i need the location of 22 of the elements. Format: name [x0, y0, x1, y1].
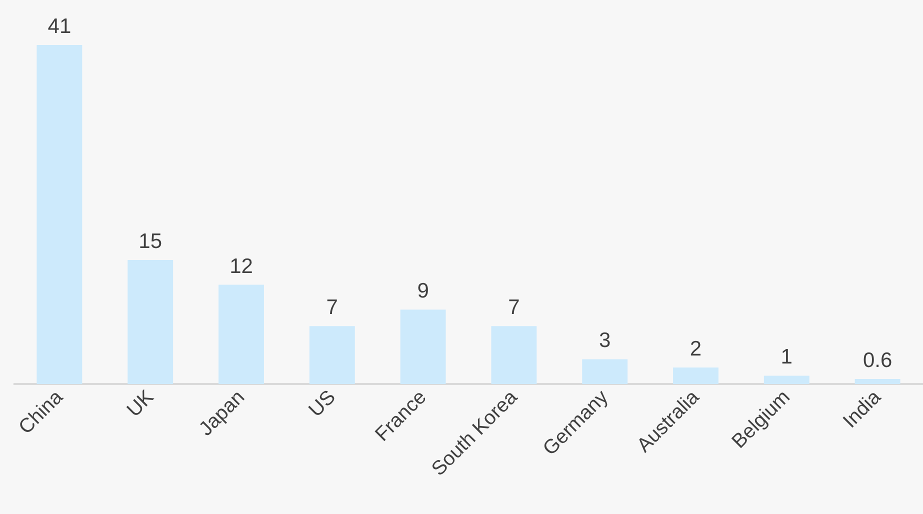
data-label: 7	[508, 296, 520, 320]
bar	[582, 359, 628, 384]
data-label: 1	[780, 346, 792, 369]
data-label: 41	[48, 15, 72, 38]
bar	[128, 260, 174, 384]
data-label: 3	[599, 329, 611, 352]
data-label: 0.6	[862, 349, 892, 372]
bar	[491, 326, 537, 384]
x-tick-label: US	[304, 386, 340, 422]
data-label: 2	[690, 337, 702, 360]
bar	[218, 284, 264, 384]
bar	[854, 379, 900, 384]
data-label: 9	[417, 280, 429, 303]
data-label: 7	[326, 296, 338, 320]
bar	[673, 367, 718, 384]
bar	[400, 310, 446, 384]
bar	[764, 376, 810, 384]
bar	[36, 45, 82, 384]
data-label: 12	[230, 254, 253, 278]
bar	[309, 326, 355, 384]
x-tick-label: UK	[122, 386, 159, 422]
data-label: 15	[138, 230, 162, 253]
